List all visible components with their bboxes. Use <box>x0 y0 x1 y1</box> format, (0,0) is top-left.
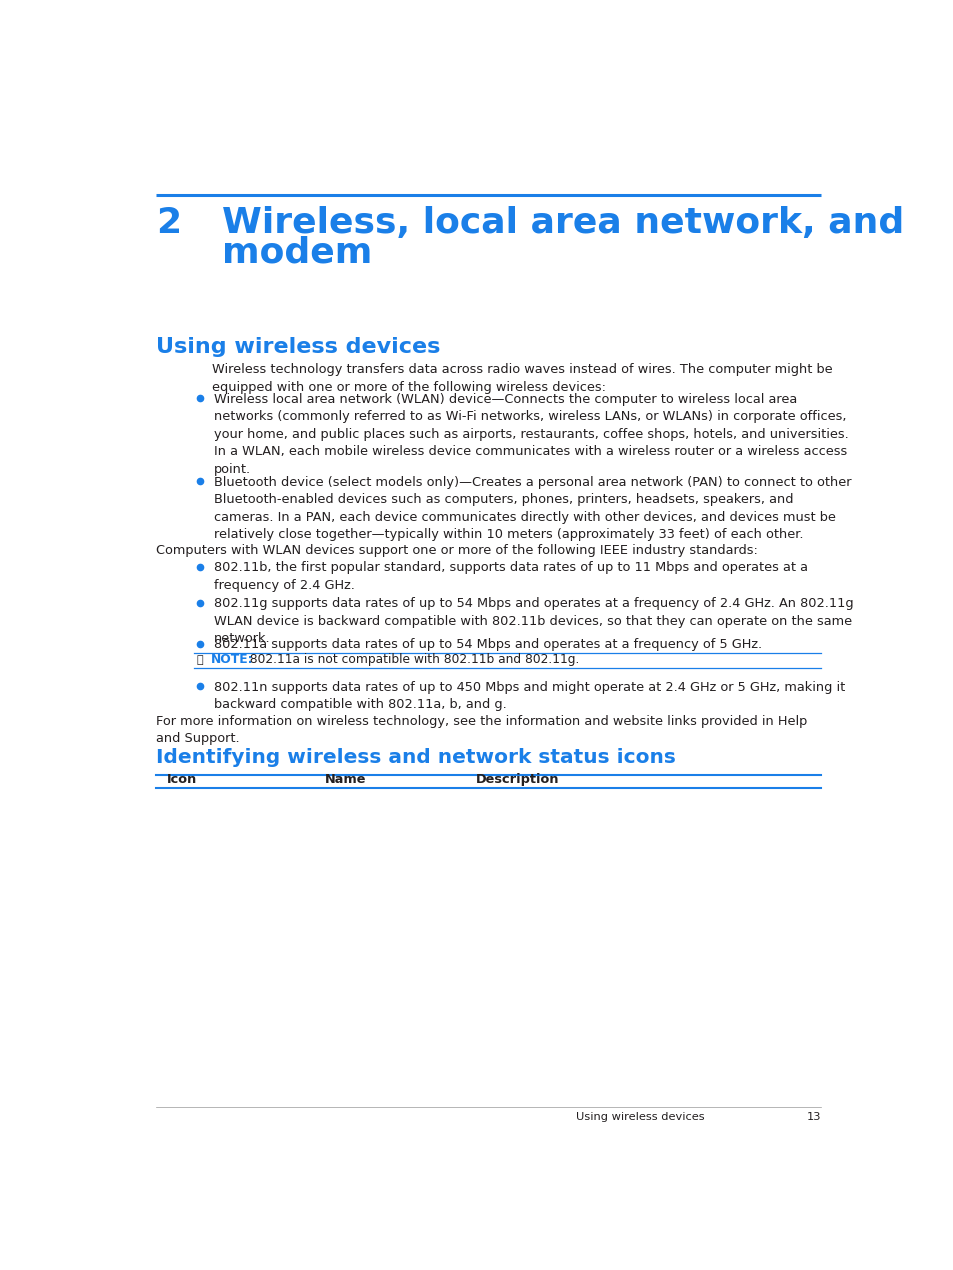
Text: 13: 13 <box>806 1113 821 1123</box>
Text: Wireless technology transfers data across radio waves instead of wires. The comp: Wireless technology transfers data acros… <box>212 363 832 394</box>
Text: modem: modem <box>221 235 372 269</box>
Text: Icon: Icon <box>167 773 197 786</box>
Text: 802.11a is not compatible with 802.11b and 802.11g.: 802.11a is not compatible with 802.11b a… <box>241 653 578 667</box>
Text: ⎘: ⎘ <box>196 655 203 664</box>
Text: 802.11n supports data rates of up to 450 Mbps and might operate at 2.4 GHz or 5 : 802.11n supports data rates of up to 450… <box>213 681 844 711</box>
Text: Description: Description <box>476 773 558 786</box>
Text: Wireless, local area network, and: Wireless, local area network, and <box>221 206 902 240</box>
Text: 802.11a supports data rates of up to 54 Mbps and operates at a frequency of 5 GH: 802.11a supports data rates of up to 54 … <box>213 639 761 652</box>
Text: 802.11b, the first popular standard, supports data rates of up to 11 Mbps and op: 802.11b, the first popular standard, sup… <box>213 561 807 592</box>
Text: Identifying wireless and network status icons: Identifying wireless and network status … <box>156 748 676 767</box>
Text: Name: Name <box>324 773 366 786</box>
Text: Using wireless devices: Using wireless devices <box>156 338 440 357</box>
Text: Using wireless devices: Using wireless devices <box>576 1113 704 1123</box>
Text: 2: 2 <box>156 206 181 240</box>
Text: For more information on wireless technology, see the information and website lin: For more information on wireless technol… <box>156 715 807 745</box>
Text: Bluetooth device (select models only)—Creates a personal area network (PAN) to c: Bluetooth device (select models only)—Cr… <box>213 476 850 541</box>
Text: Computers with WLAN devices support one or more of the following IEEE industry s: Computers with WLAN devices support one … <box>156 544 758 556</box>
Text: Wireless local area network (WLAN) device—Connects the computer to wireless loca: Wireless local area network (WLAN) devic… <box>213 392 847 476</box>
Text: 802.11g supports data rates of up to 54 Mbps and operates at a frequency of 2.4 : 802.11g supports data rates of up to 54 … <box>213 597 853 645</box>
Text: NOTE:: NOTE: <box>211 653 253 667</box>
